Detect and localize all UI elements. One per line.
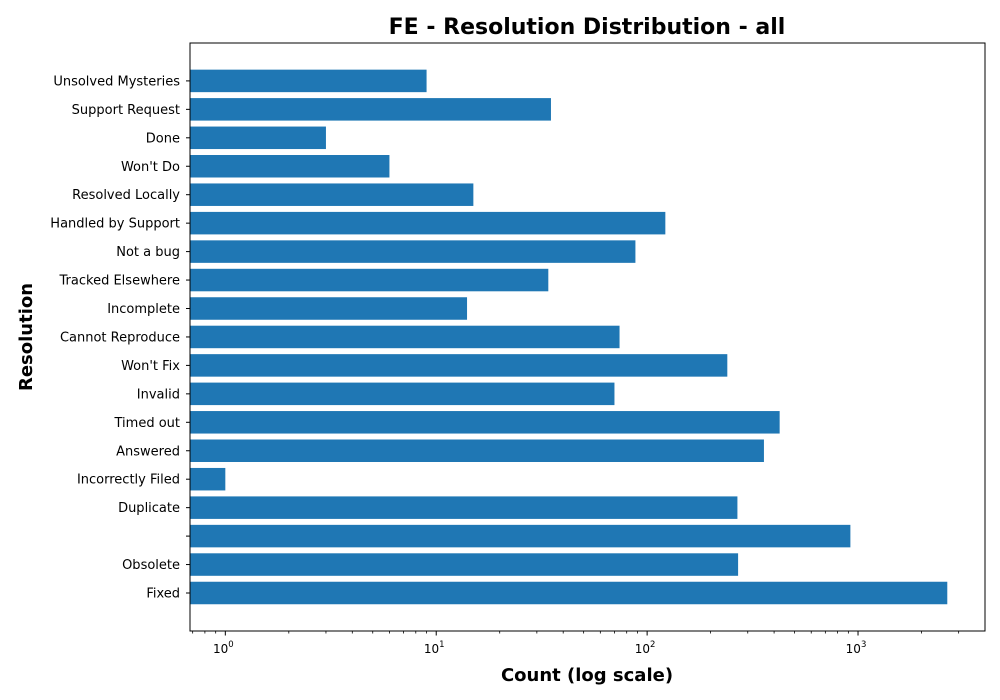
bar xyxy=(190,183,474,206)
y-tick-label: Won't Do xyxy=(121,160,180,175)
y-axis-label: Resolution xyxy=(16,283,37,391)
x-tick-label: 103 xyxy=(846,640,867,656)
y-tick-label: Unsolved Mysteries xyxy=(53,74,180,89)
y-tick-label: Answered xyxy=(116,444,180,459)
y-tick-label: Not a bug xyxy=(116,245,180,260)
plot-frame xyxy=(189,42,986,632)
y-tick-label: Incorrectly Filed xyxy=(77,473,180,488)
bar xyxy=(190,240,636,263)
bar xyxy=(190,411,780,434)
y-tick-label: Resolved Locally xyxy=(72,188,180,203)
y-tick-label: Duplicate xyxy=(118,501,180,516)
bar xyxy=(190,211,666,235)
y-tick-label: Won't Fix xyxy=(121,359,180,374)
x-tick-label: 100 xyxy=(213,640,234,656)
chart-title: FE - Resolution Distribution - all xyxy=(389,15,786,40)
y-tick-label: Cannot Reproduce xyxy=(60,330,180,345)
y-tick-label: Obsolete xyxy=(122,558,180,573)
x-axis-label: Count (log scale) xyxy=(501,665,673,686)
bar xyxy=(190,382,615,406)
x-tick-label: 102 xyxy=(635,640,656,656)
y-tick-label: Support Request xyxy=(72,103,180,118)
bar xyxy=(190,98,551,121)
bar xyxy=(190,581,948,605)
bar xyxy=(190,524,851,548)
bar xyxy=(190,496,738,519)
bar xyxy=(190,69,427,93)
y-tick-label: Done xyxy=(146,131,180,146)
x-tick-label: 101 xyxy=(424,640,445,656)
y-tick-label: Tracked Elsewhere xyxy=(59,274,180,289)
y-tick-label: Incomplete xyxy=(107,302,180,317)
bar xyxy=(190,325,620,349)
y-tick-label: Fixed xyxy=(146,587,180,602)
bars-group xyxy=(190,69,948,605)
bar xyxy=(190,439,764,462)
bar xyxy=(190,155,390,178)
bar xyxy=(190,268,549,292)
bar xyxy=(190,354,728,377)
y-tick-label: Invalid xyxy=(137,387,180,402)
bar xyxy=(190,467,226,491)
bar xyxy=(190,553,739,576)
x-axis-ticks: 100 101 102 103 xyxy=(192,631,960,656)
bar xyxy=(190,297,468,320)
bar xyxy=(190,126,326,150)
y-axis-ticks: Fixed Obsolete Duplicate Incorrectly Filed A… xyxy=(50,74,190,602)
y-tick-label: Timed out xyxy=(114,416,181,431)
y-tick-label: Handled by Support xyxy=(50,217,180,232)
